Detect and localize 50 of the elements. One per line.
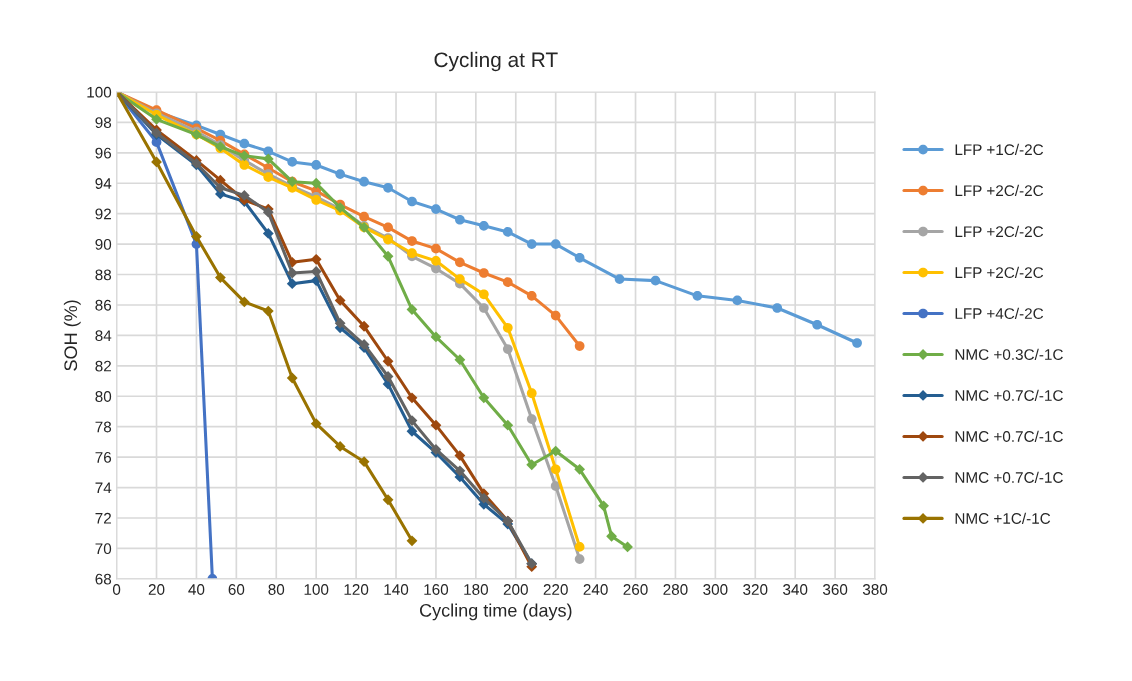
chart-title: Cycling at RT (434, 51, 558, 72)
x-tick-label: 40 (188, 584, 205, 595)
x-tick-label: 100 (304, 584, 329, 595)
y-tick-label: 92 (95, 208, 111, 220)
legend-label: LFP +2C/-2C (955, 266, 1044, 279)
legend-label: NMC +0.7C/-1C (955, 430, 1063, 442)
x-tick-label: 140 (384, 584, 409, 595)
legend-label: NMC +0.7C/-1C (955, 471, 1063, 483)
y-tick-label: 80 (95, 391, 112, 402)
y-tick-label: 78 (95, 421, 112, 433)
y-tick-label: 72 (95, 512, 111, 524)
y-tick-label: 86 (95, 299, 112, 311)
y-tick-label: 98 (95, 117, 112, 129)
x-tick-label: 280 (663, 584, 688, 595)
x-tick-label: 220 (543, 584, 568, 595)
y-tick-label: 88 (95, 269, 112, 281)
legend-label: LFP +2C/-2C (955, 225, 1044, 238)
legend-label: NMC +1C/-1C (955, 512, 1051, 524)
x-tick-label: 200 (503, 584, 528, 595)
legend-label: NMC +0.3C/-1C (955, 348, 1063, 360)
x-tick-label: 320 (743, 584, 768, 595)
legend-label: NMC +0.7C/-1C (955, 389, 1063, 401)
x-tick-label: 300 (703, 584, 728, 595)
y-tick-label: 82 (95, 360, 111, 372)
legend-label: LFP +4C/-2C (955, 307, 1044, 319)
legend-label: LFP +2C/-2C (955, 184, 1044, 197)
x-tick-label: 180 (464, 584, 489, 595)
x-tick-label: 0 (112, 584, 121, 595)
y-tick-label: 100 (87, 86, 112, 98)
y-tick-label: 90 (95, 238, 112, 250)
x-tick-label: 120 (344, 584, 369, 595)
x-tick-label: 240 (583, 584, 608, 595)
y-tick-label: 70 (95, 543, 112, 555)
y-tick-label: 76 (95, 451, 112, 463)
x-tick-label: 360 (822, 584, 848, 595)
y-tick-label: 96 (95, 147, 112, 159)
legend-label: LFP +1C/-2C (955, 143, 1044, 156)
y-tick-label: 94 (95, 178, 112, 189)
y-tick-label: 84 (95, 330, 112, 342)
x-tick-label: 160 (424, 584, 449, 595)
x-tick-label: 20 (148, 584, 165, 595)
y-tick-label: 74 (95, 482, 112, 494)
y-tick-label: 68 (95, 573, 112, 585)
x-tick-label: 80 (268, 584, 285, 595)
x-tick-label: 60 (228, 584, 245, 595)
y-axis-title: SOH (%) (63, 300, 81, 371)
x-tick-label: 260 (623, 584, 648, 595)
x-tick-label: 380 (862, 584, 888, 595)
x-tick-label: 340 (783, 584, 808, 595)
x-axis-title: Cycling time (days) (419, 603, 572, 621)
